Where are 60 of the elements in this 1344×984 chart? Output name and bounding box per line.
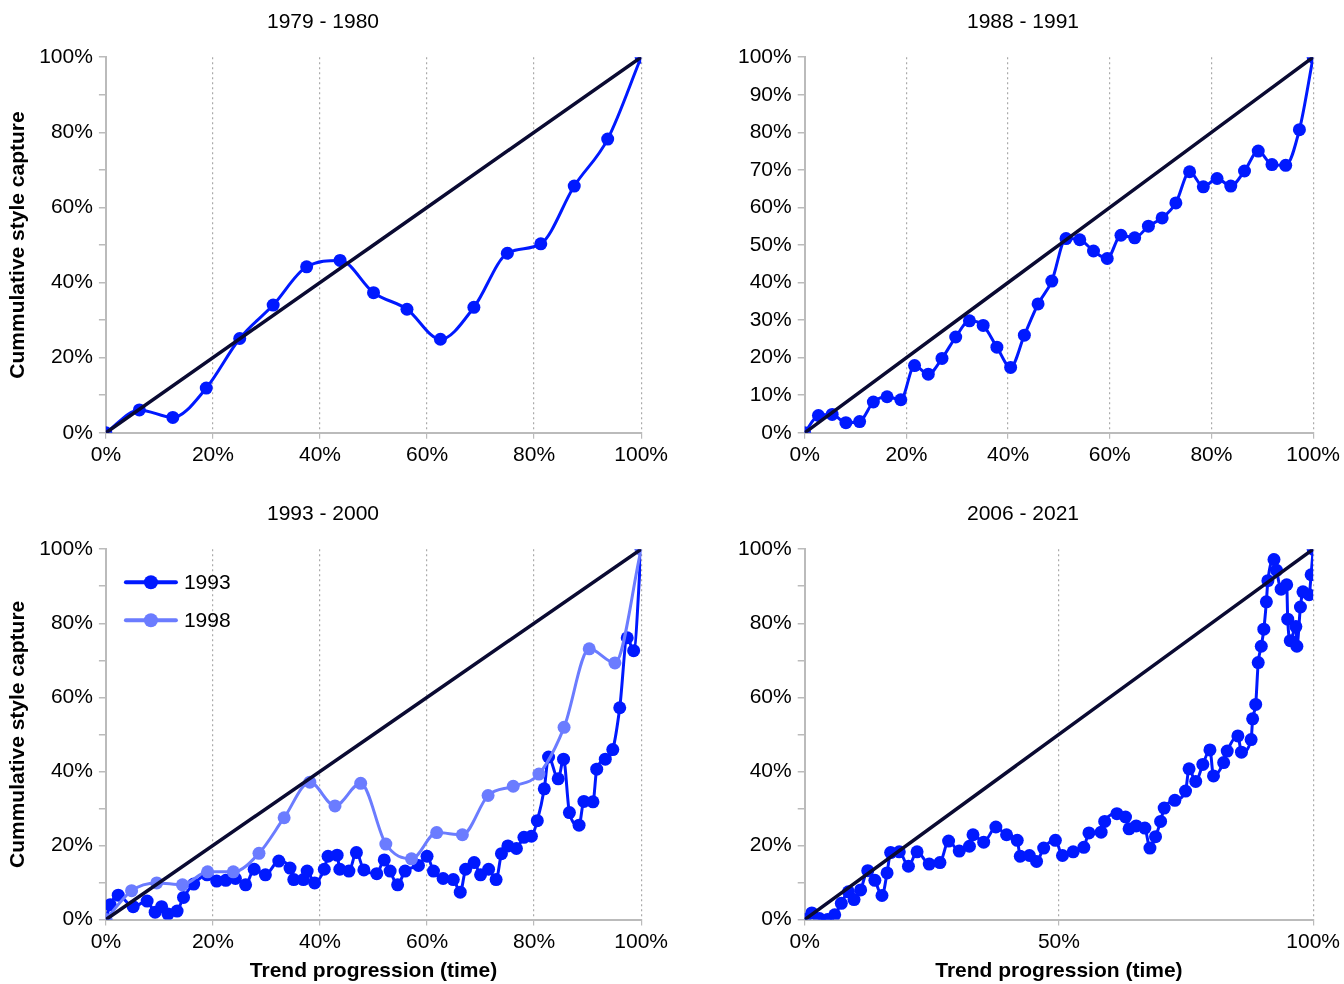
x-tick-label: 0% bbox=[789, 442, 820, 466]
x-axis-title: Trend progression (time) bbox=[935, 958, 1183, 982]
y-tick-label: 60% bbox=[749, 194, 792, 218]
y-tick-label: 50% bbox=[749, 231, 792, 255]
y-tick-label: 60% bbox=[50, 684, 93, 708]
chart-title: 1988 - 1991 bbox=[966, 9, 1080, 33]
x-tick-label: 100% bbox=[1286, 929, 1340, 952]
y-tick-label: 70% bbox=[749, 156, 792, 180]
x-tick-label: 80% bbox=[1190, 442, 1233, 466]
x-tick-label: 20% bbox=[191, 929, 234, 952]
y-axis-title: Cummulative style capture bbox=[5, 111, 29, 379]
x-tick-label: 20% bbox=[885, 442, 928, 466]
y-tick-label: 60% bbox=[50, 194, 93, 218]
x-tick-label: 100% bbox=[1286, 442, 1340, 466]
y-tick-label: 100% bbox=[737, 536, 792, 559]
y-tick-label: 20% bbox=[50, 832, 93, 856]
y-tick-label: 100% bbox=[737, 44, 792, 67]
y-tick-label: 0% bbox=[761, 419, 792, 443]
x-tick-label: 40% bbox=[298, 442, 342, 466]
y-tick-label: 20% bbox=[749, 832, 792, 856]
y-tick-label: 100% bbox=[39, 536, 93, 559]
x-tick-label: 60% bbox=[1088, 442, 1131, 466]
y-tick-label: 60% bbox=[749, 684, 792, 708]
x-tick-label: 0% bbox=[90, 929, 122, 952]
x-tick-label: 100% bbox=[614, 442, 668, 466]
y-tick-label: 40% bbox=[50, 758, 93, 782]
y-tick-label: 20% bbox=[50, 344, 93, 368]
y-tick-label: 80% bbox=[749, 610, 792, 634]
legend-label: 1993 bbox=[183, 570, 231, 593]
chart-title: 2006 - 2021 bbox=[966, 501, 1080, 525]
chart-title: 1993 - 2000 bbox=[266, 501, 380, 525]
chart-title: 1979 - 1980 bbox=[266, 9, 380, 33]
y-tick-label: 20% bbox=[749, 344, 792, 368]
x-tick-label: 40% bbox=[298, 929, 342, 952]
y-tick-label: 40% bbox=[50, 269, 93, 293]
y-tick-label: 30% bbox=[749, 306, 792, 330]
x-tick-label: 80% bbox=[513, 929, 556, 952]
y-axis-title: Cummulative style capture bbox=[5, 600, 29, 869]
x-tick-label: 40% bbox=[987, 442, 1030, 466]
y-tick-label: 0% bbox=[62, 419, 93, 443]
y-tick-label: 40% bbox=[749, 269, 792, 293]
y-tick-label: 80% bbox=[749, 119, 792, 143]
y-tick-label: 90% bbox=[749, 81, 792, 105]
x-tick-label: 80% bbox=[513, 442, 556, 466]
x-tick-label: 60% bbox=[406, 442, 449, 466]
x-tick-label: 0% bbox=[789, 929, 820, 952]
x-tick-label: 20% bbox=[191, 442, 234, 466]
y-tick-label: 40% bbox=[749, 758, 792, 782]
y-tick-label: 80% bbox=[50, 119, 93, 143]
y-tick-label: 100% bbox=[39, 44, 93, 67]
y-tick-label: 0% bbox=[761, 906, 792, 930]
x-axis-title: Trend progression (time) bbox=[249, 958, 498, 982]
legend-label: 1998 bbox=[183, 608, 231, 631]
x-tick-label: 50% bbox=[1037, 929, 1080, 952]
x-tick-label: 60% bbox=[406, 929, 449, 952]
x-tick-label: 100% bbox=[614, 929, 668, 952]
y-tick-label: 10% bbox=[749, 382, 792, 406]
y-tick-label: 80% bbox=[50, 610, 93, 634]
y-tick-label: 0% bbox=[62, 906, 93, 930]
x-tick-label: 0% bbox=[90, 442, 122, 466]
